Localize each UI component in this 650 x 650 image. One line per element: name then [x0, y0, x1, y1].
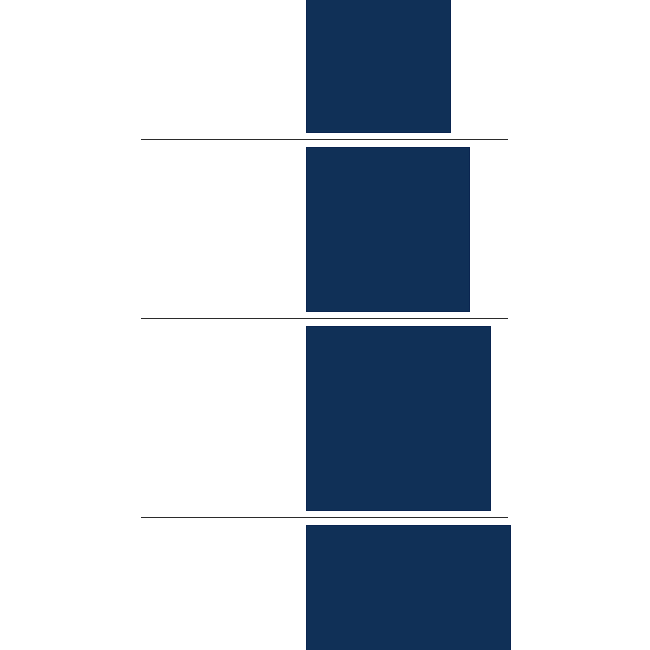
block-3	[306, 326, 491, 511]
block-4	[306, 525, 511, 650]
divider-3	[141, 517, 508, 518]
block-2	[306, 147, 470, 312]
divider-1	[141, 139, 508, 140]
block-1	[306, 0, 451, 133]
divider-2	[141, 318, 508, 319]
